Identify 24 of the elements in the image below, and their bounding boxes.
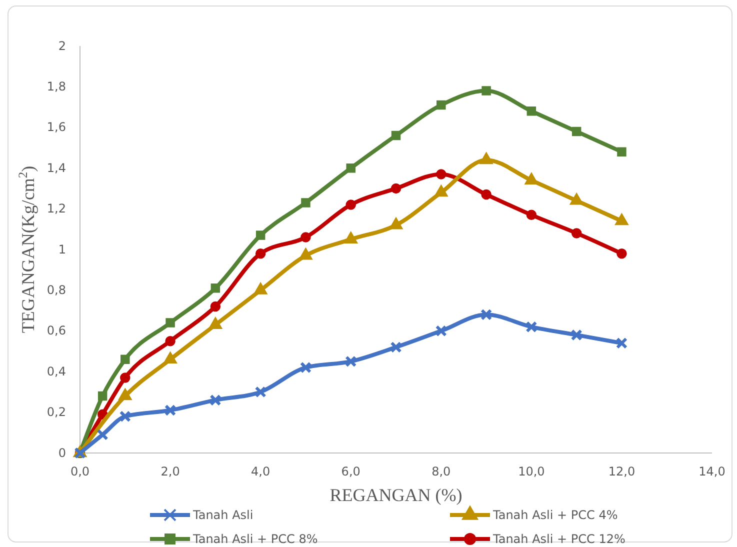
legend-label: Tanah Asli + PCC 4% bbox=[492, 508, 618, 522]
x-tick-label: 14,0 bbox=[698, 464, 726, 479]
x-tick-label: 10,0 bbox=[518, 464, 545, 479]
x-tick-label: 4,0 bbox=[251, 464, 270, 479]
y-tick-label: 1,6 bbox=[46, 120, 66, 134]
legend-label: Tanah Asli bbox=[192, 508, 254, 522]
y-tick-label: 0,2 bbox=[46, 405, 66, 420]
y-tick-label: 0,8 bbox=[46, 283, 66, 298]
x-tick-label: 0,0 bbox=[70, 464, 90, 479]
y-tick-label: 0,4 bbox=[46, 364, 66, 378]
x-tick-label: 6,0 bbox=[341, 464, 360, 479]
y-tick-label: 2 bbox=[58, 38, 66, 53]
x-tick-label: 12,0 bbox=[608, 464, 636, 479]
x-axis-title: REGANGAN (%) bbox=[330, 485, 462, 505]
y-tick-label: 1,4 bbox=[46, 160, 66, 175]
legend-label: Tanah Asli + PCC 8% bbox=[192, 532, 318, 546]
y-tick-label: 0 bbox=[58, 446, 66, 460]
y-tick-label: 1 bbox=[58, 242, 66, 256]
y-tick-label: 0,6 bbox=[46, 324, 66, 338]
y-tick-label: 1,8 bbox=[46, 80, 66, 94]
legend-label: Tanah Asli + PCC 12% bbox=[492, 532, 626, 546]
x-tick-label: 2,0 bbox=[160, 464, 180, 479]
y-tick-label: 1,2 bbox=[46, 202, 66, 216]
x-tick-label: 8,0 bbox=[432, 464, 451, 479]
